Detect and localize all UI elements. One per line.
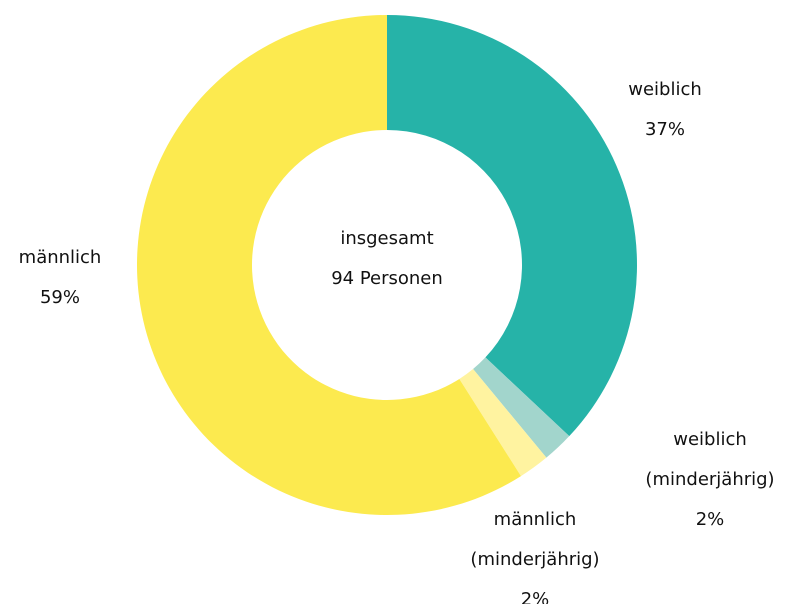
center-title: insgesamt [340, 228, 434, 249]
category-label: männlich [18, 247, 102, 268]
category-label: weiblich [628, 79, 702, 100]
donut-slice [459, 369, 547, 477]
category-label: weiblich (minderjährig) [645, 429, 775, 490]
slice-label: weiblich 37% [585, 70, 745, 150]
donut-slice [137, 15, 521, 515]
donut-slice [473, 357, 570, 458]
donut-slice [387, 15, 637, 437]
center-total: 94 Personen [331, 268, 443, 289]
slice-label: weiblich (minderjährig) 2% [630, 420, 787, 540]
value-label: 37% [644, 119, 685, 140]
category-label: männlich (minderjährig) [470, 509, 600, 570]
value-label: 59% [39, 287, 80, 308]
value-label: 2% [695, 509, 725, 530]
slice-label: männlich (minderjährig) 2% [455, 500, 615, 604]
value-label: 2% [520, 589, 550, 604]
slice-label: männlich 59% [0, 238, 140, 318]
